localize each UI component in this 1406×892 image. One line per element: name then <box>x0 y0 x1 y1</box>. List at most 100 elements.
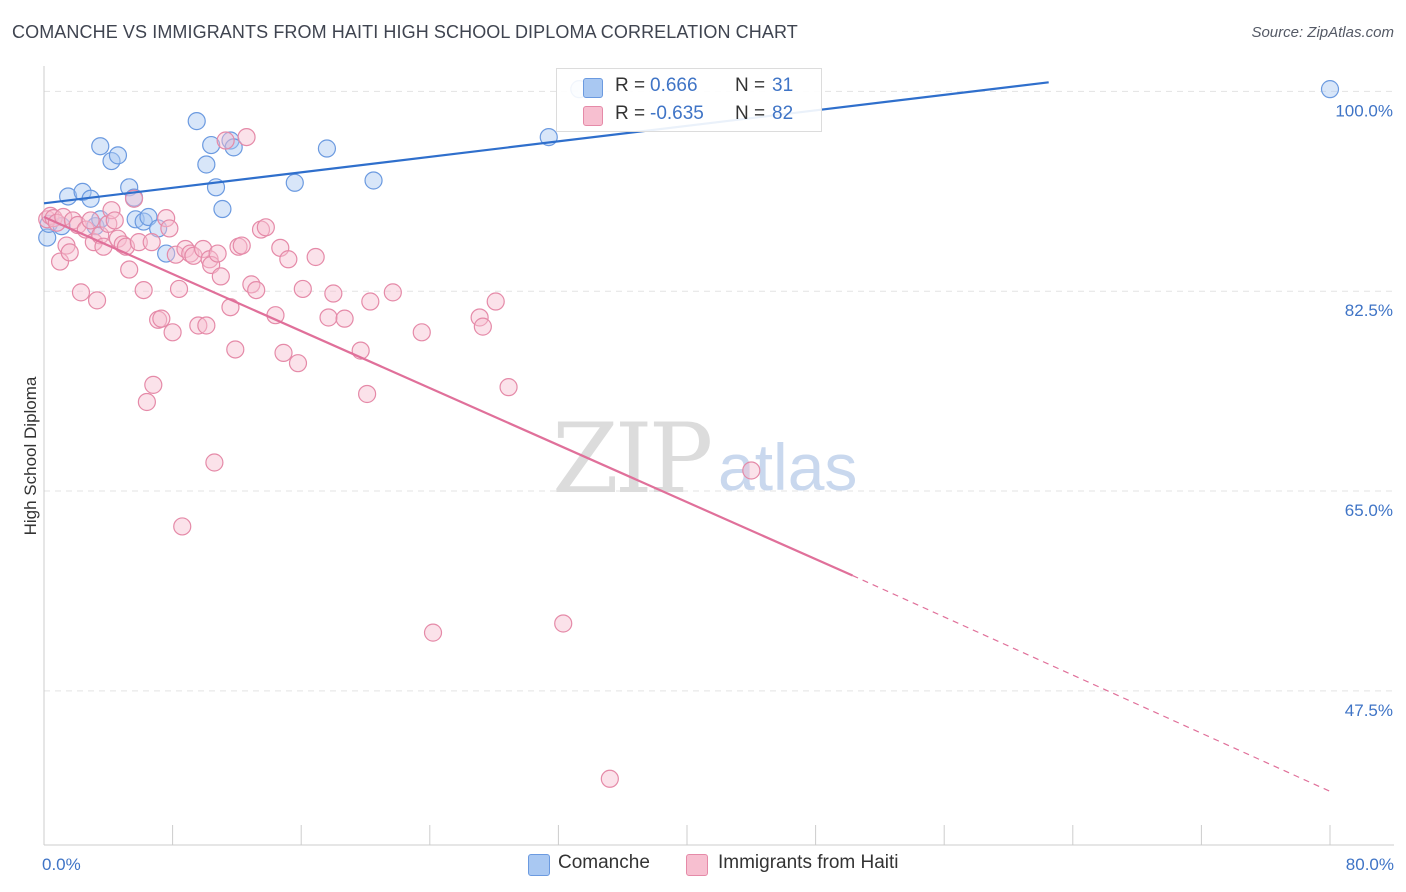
trend-line-comanche <box>43 81 1049 205</box>
series-haiti <box>38 127 761 788</box>
data-point <box>208 244 227 263</box>
data-point <box>81 211 100 230</box>
data-point <box>237 127 256 147</box>
data-point <box>152 309 171 328</box>
data-point <box>211 267 230 286</box>
data-point <box>473 317 492 336</box>
data-point <box>202 135 221 155</box>
legend-row-comanche: R = 0.666 N = 31 <box>557 73 821 101</box>
chart-title: COMANCHE VS IMMIGRANTS FROM HAITI HIGH S… <box>12 22 798 42</box>
data-point <box>173 517 192 536</box>
data-point <box>335 309 354 328</box>
data-point <box>102 201 121 220</box>
data-point <box>60 243 79 262</box>
data-point <box>288 354 308 373</box>
legend-label-haiti: Immigrants from Haiti <box>718 852 899 873</box>
data-point <box>197 155 216 174</box>
data-point <box>317 139 337 158</box>
data-point <box>120 260 139 279</box>
data-point <box>383 283 402 302</box>
legend-swatch-haiti <box>686 854 708 876</box>
data-point <box>499 378 518 397</box>
data-point <box>600 769 619 788</box>
data-point <box>324 284 343 303</box>
data-point <box>423 623 443 642</box>
data-point <box>205 453 224 472</box>
data-point <box>358 384 377 404</box>
legend-n-value: 31 <box>772 75 794 96</box>
data-point <box>197 316 216 335</box>
data-point <box>274 343 293 362</box>
data-point <box>319 308 338 327</box>
data-point <box>251 220 271 239</box>
y-tick-label: 100.0% <box>1335 101 1393 120</box>
legend-r-label: R = <box>615 103 646 124</box>
axes <box>43 66 1394 846</box>
data-point <box>91 137 110 156</box>
data-point <box>412 323 431 342</box>
trend-line-haiti <box>43 216 854 577</box>
data-point <box>41 206 60 225</box>
y-tick-label: 47.5% <box>1345 701 1393 720</box>
stats-legend: R = 0.666 N = 31 R = -0.635 N = 82 <box>556 68 822 132</box>
data-point <box>247 280 266 300</box>
data-point <box>129 233 148 252</box>
legend-r-value: 0.666 <box>650 75 698 96</box>
data-point <box>742 461 761 480</box>
trend-lines <box>43 81 1331 792</box>
data-point <box>256 218 275 237</box>
data-point <box>285 173 304 192</box>
data-point <box>144 375 163 394</box>
data-point <box>169 279 189 299</box>
trend-line-extension <box>852 574 1331 792</box>
data-point <box>87 291 107 310</box>
y-axis-label: High School Diploma <box>21 376 40 535</box>
legend-n-label: N = <box>735 75 766 96</box>
data-point <box>50 252 70 271</box>
legend-label-comanche: Comanche <box>558 852 650 873</box>
series-legend: Comanche Immigrants from Haiti <box>0 852 1406 878</box>
data-point <box>486 292 505 311</box>
watermark: ZIP atlas <box>552 403 857 515</box>
data-point <box>232 236 251 255</box>
data-point <box>71 283 91 302</box>
data-point <box>142 233 161 252</box>
data-point <box>279 250 298 269</box>
data-point <box>166 245 185 264</box>
data-point <box>134 280 153 300</box>
data-point <box>361 292 380 311</box>
data-point <box>137 392 156 412</box>
tick-labels: 100.0% 82.5% 65.0% 47.5% 0.0% 80.0% <box>42 101 1394 874</box>
y-tick-label: 82.5% <box>1345 301 1393 320</box>
data-point <box>187 112 206 131</box>
watermark-atlas: atlas <box>718 430 857 504</box>
series-comanche <box>38 80 1340 263</box>
data-point <box>213 199 232 219</box>
legend-swatch-haiti <box>583 106 603 126</box>
data-point <box>163 323 182 342</box>
data-point <box>1320 80 1340 99</box>
data-point <box>554 614 573 633</box>
data-point <box>364 171 383 190</box>
chart-source: Source: ZipAtlas.com <box>1251 24 1394 41</box>
series-points <box>38 80 1340 788</box>
x-tick-label: 80.0% <box>1346 855 1394 874</box>
data-point <box>216 131 235 150</box>
grid-lines <box>44 90 1394 692</box>
legend-r-label: R = <box>615 75 646 96</box>
data-point <box>38 228 57 247</box>
data-point <box>105 211 124 230</box>
legend-n-label: N = <box>735 103 766 124</box>
data-point <box>242 275 261 294</box>
data-point <box>306 247 325 267</box>
data-point <box>108 146 128 165</box>
data-point <box>157 244 176 263</box>
data-point <box>194 239 213 259</box>
data-point <box>124 189 144 208</box>
y-tick-label: 65.0% <box>1345 501 1393 520</box>
data-point <box>226 340 245 359</box>
legend-r-value: -0.635 <box>650 103 704 124</box>
legend-n-value: 82 <box>772 103 794 124</box>
data-point <box>157 209 176 228</box>
